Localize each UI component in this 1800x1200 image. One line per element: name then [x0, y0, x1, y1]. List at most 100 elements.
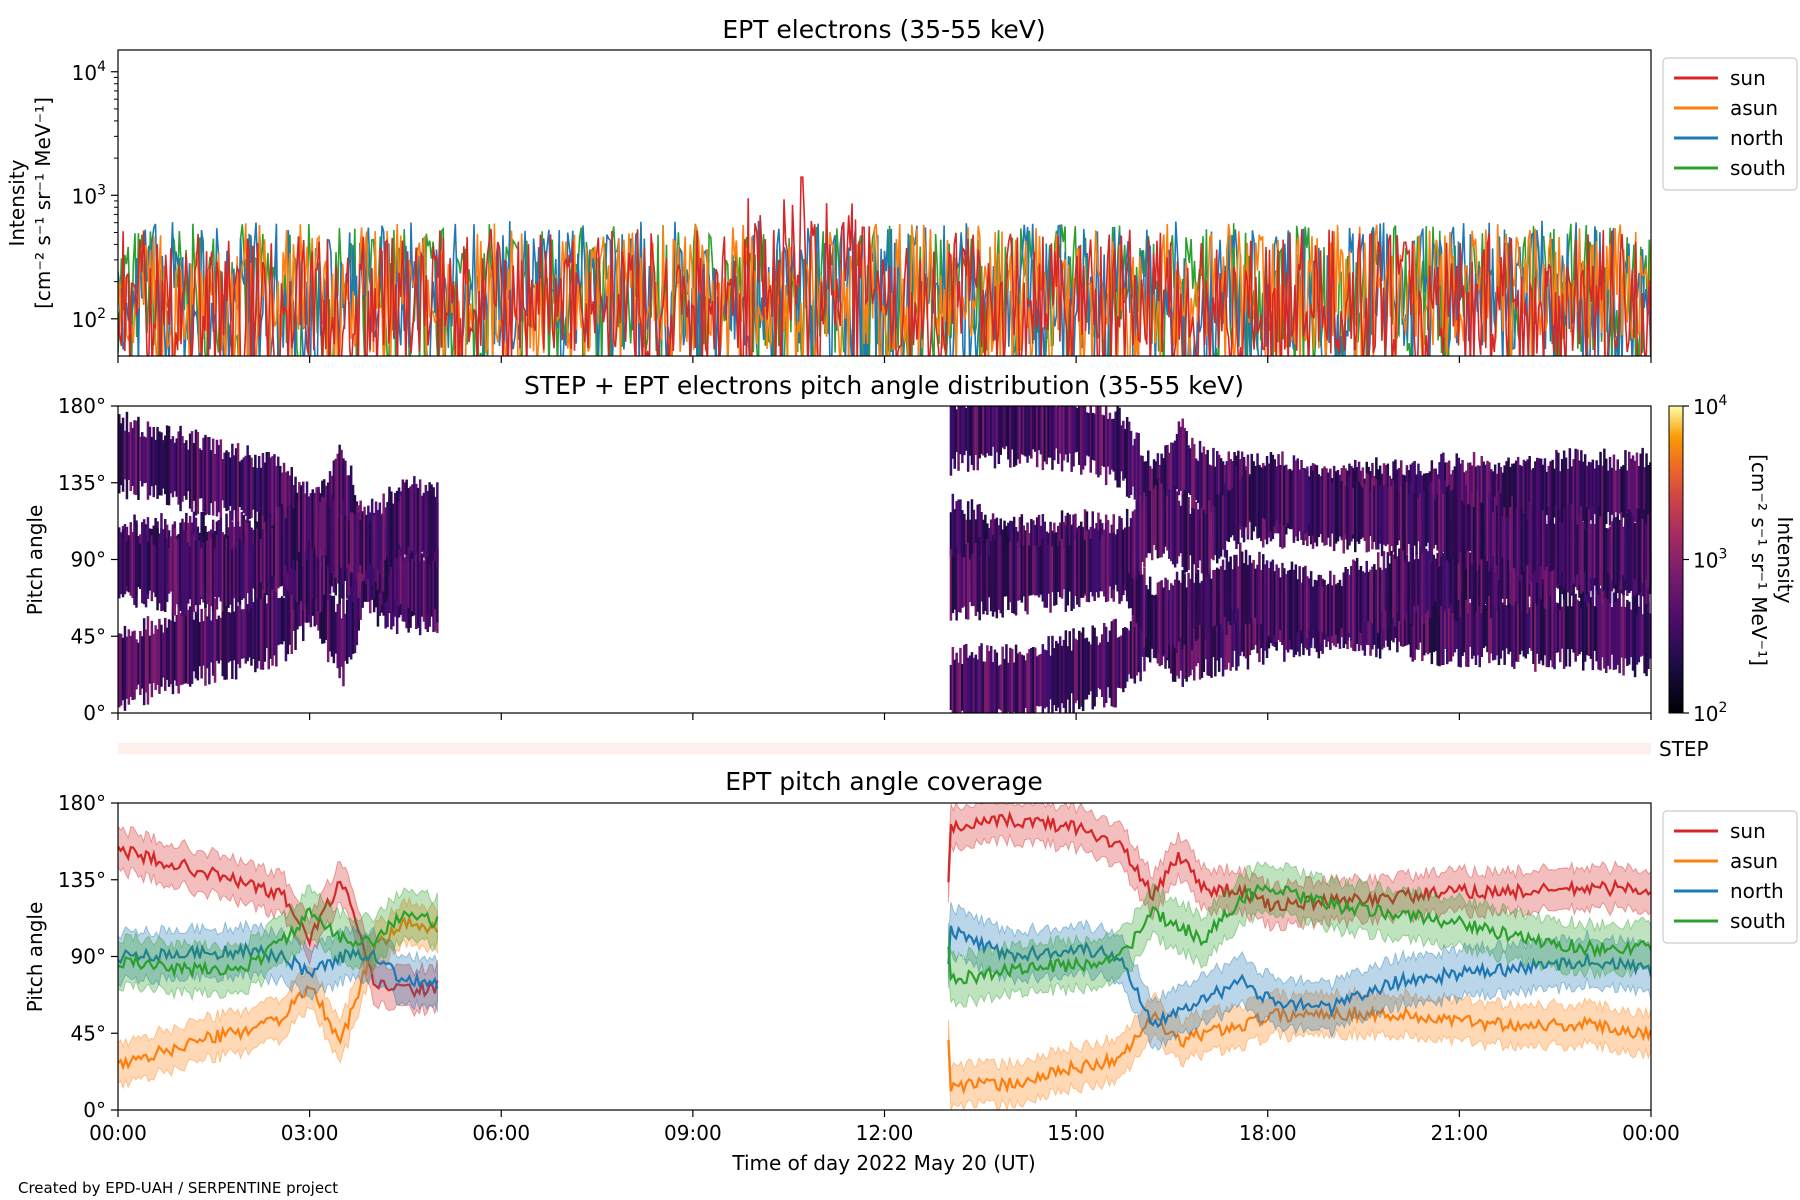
heatmap-cell [1198, 440, 1202, 529]
heatmap-cell [1101, 414, 1104, 466]
heatmap-cell [1177, 580, 1181, 642]
heatmap-cell [401, 479, 405, 561]
heatmap-cell [231, 549, 234, 594]
heatmap-cell [1641, 614, 1644, 656]
heatmap-cell [968, 406, 972, 456]
heatmap-cell [1225, 461, 1229, 526]
heatmap-cell [1131, 615, 1135, 679]
heatmap-cell [388, 486, 391, 575]
band-south [947, 860, 1651, 1009]
heatmap-cell [1200, 452, 1204, 522]
heatmap-cell [217, 445, 221, 513]
heatmap-cell [1482, 504, 1485, 559]
heatmap-cell [1072, 527, 1075, 609]
heatmap-cell [1085, 530, 1089, 602]
heatmap-cell [1135, 500, 1138, 579]
heatmap-cell [118, 414, 121, 494]
heatmap-cell [1177, 421, 1181, 496]
heatmap-cell [1562, 586, 1566, 669]
heatmap-cell [1058, 540, 1062, 598]
legend-asun-label: asun [1730, 96, 1778, 120]
heatmap-cell [229, 457, 232, 507]
heatmap-cell [1492, 543, 1495, 605]
heatmap-cell [1168, 452, 1171, 496]
heatmap-cell [1344, 567, 1347, 645]
heatmap-cell [1599, 516, 1602, 586]
heatmap-cell [1194, 501, 1198, 574]
heatmap-cell [280, 472, 284, 525]
heatmap-cell [1553, 523, 1556, 570]
heatmap-cell [1547, 506, 1550, 585]
heatmap-cell [167, 426, 171, 506]
heatmap-cell [965, 408, 968, 451]
heatmap-cell [376, 509, 380, 570]
heatmap-cell [1639, 612, 1642, 657]
heatmap-cell [403, 557, 406, 610]
heatmap-cell [121, 529, 125, 598]
heatmap-cell [1277, 567, 1280, 639]
heatmap-cell [1628, 509, 1631, 593]
heatmap-cell [169, 550, 173, 592]
heatmap-cell [1616, 598, 1619, 665]
heatmap-cell [1202, 446, 1206, 533]
heatmap-cell [1250, 453, 1253, 541]
heatmap-cell [1645, 523, 1648, 579]
heatmap-cell [1200, 580, 1204, 626]
heatmap-cell [121, 637, 125, 701]
heatmap-cell [1482, 461, 1485, 528]
heatmap-cell [123, 538, 127, 590]
heatmap-cell [1133, 605, 1137, 684]
heatmap-cell [1106, 641, 1110, 688]
heatmap-cell [1490, 469, 1493, 521]
heatmap-cell [1367, 571, 1370, 621]
heatmap-cell [1507, 457, 1510, 532]
heatmap-cell [326, 494, 330, 567]
heatmap-cell [206, 540, 209, 605]
heatmap-cell [1601, 601, 1604, 658]
heatmap-cell [1162, 489, 1165, 554]
heatmap-cell [959, 499, 962, 578]
heatmap-cell [1064, 630, 1068, 713]
heatmap-cell [1262, 468, 1265, 518]
heatmap-cell [968, 519, 972, 565]
heatmap-cell [1350, 480, 1353, 542]
heatmap-cell [1472, 507, 1476, 551]
heatmap-cell [1208, 500, 1211, 575]
y-tick-label: 102 [72, 306, 106, 332]
heatmap-cell [1035, 656, 1039, 706]
y-tick-label: 45° [71, 624, 106, 648]
heatmap-cell [984, 543, 987, 611]
heatmap-cell [248, 606, 251, 658]
heatmap-cell [1323, 466, 1326, 546]
heatmap-cell [355, 561, 359, 646]
heatmap-cell [1411, 489, 1414, 549]
heatmap-cell [1110, 621, 1114, 707]
heatmap-cell [340, 449, 343, 521]
heatmap-cell [131, 427, 134, 486]
heatmap-cell [1024, 660, 1027, 708]
heatmap-cell [1116, 406, 1119, 488]
heatmap-cell [300, 539, 303, 602]
legend3-north-label: north [1730, 879, 1784, 903]
heatmap-cell [1474, 466, 1478, 523]
heatmap-cell [386, 536, 389, 600]
heatmap-cell [1254, 465, 1257, 526]
heatmap-cell [1522, 533, 1526, 610]
heatmap-cell [1620, 606, 1623, 658]
heatmap-cell [1248, 555, 1252, 624]
heatmap-cell [1164, 497, 1167, 547]
heatmap-cell [271, 527, 274, 577]
heatmap-cell [1382, 485, 1386, 545]
heatmap-cell [1461, 459, 1464, 530]
heatmap-cell [1536, 457, 1539, 531]
heatmap-cell [1447, 547, 1451, 609]
heatmap-cell [1087, 413, 1091, 457]
heatmap-cell [1631, 516, 1635, 586]
heatmap-cell [1643, 508, 1646, 594]
heatmap-cell [995, 652, 999, 713]
heatmap-cell [949, 512, 953, 557]
heatmap-cell [185, 611, 188, 684]
heatmap-cell [1503, 465, 1506, 524]
heatmap-cell [1032, 647, 1035, 713]
heatmap-cell [1472, 594, 1476, 656]
